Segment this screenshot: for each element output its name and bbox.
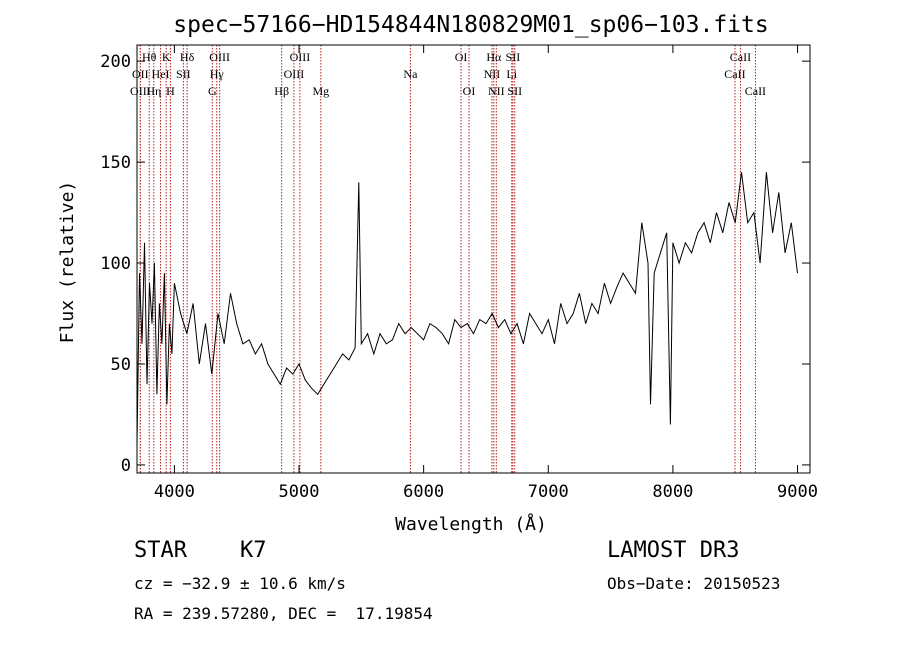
line-marker-label-21: NII (488, 84, 505, 98)
survey-name: LAMOST DR3 (607, 538, 740, 563)
y-axis-ticks: 0 50 100 150 200 (100, 52, 810, 476)
line-marker-label-27: CaII (745, 84, 766, 98)
chart-title: spec−57166−HD154844N180829M01_sp06−103.f… (173, 12, 768, 38)
x-tick-label-0: 4000 (154, 482, 195, 502)
x-axis-label: Wavelength (Å) (395, 513, 547, 535)
object-class: STAR (134, 538, 187, 563)
spectral-subclass: K7 (240, 538, 267, 563)
x-axis-ticks: 4000 5000 6000 7000 8000 9000 (154, 45, 818, 502)
line-marker-label-3: Hη (146, 84, 161, 98)
x-tick-label-5: 9000 (777, 482, 818, 502)
line-marker-label-4: HeI (152, 67, 170, 81)
y-tick-label-2: 100 (100, 254, 131, 274)
plot-frame (136, 44, 811, 474)
line-marker-label-26: CaII (730, 50, 751, 64)
observation-date: Obs−Date: 20150523 (607, 574, 781, 593)
line-marker-label-25: CaII (724, 67, 745, 81)
x-tick-label-1: 5000 (279, 482, 320, 502)
line-marker-label-7: SII (176, 67, 191, 81)
line-marker-label-0: OII (132, 67, 149, 81)
line-marker-label-22: Li (506, 67, 517, 81)
spectrum-series-line (136, 172, 798, 445)
line-marker-label-16: Na (403, 67, 418, 81)
redshift-velocity: cz = −32.9 ± 10.6 km/s (134, 574, 346, 593)
line-marker-label-11: OIII (209, 50, 230, 64)
line-marker-label-20: Hα (486, 50, 502, 64)
y-tick-label-3: 150 (100, 153, 131, 173)
line-marker-label-10: Hγ (210, 67, 225, 81)
line-marker-label-12: Hβ (274, 84, 289, 98)
x-tick-label-3: 7000 (528, 482, 569, 502)
line-marker-label-8: Hδ (180, 50, 195, 64)
y-tick-label-4: 200 (100, 52, 131, 72)
x-tick-label-2: 6000 (403, 482, 444, 502)
line-marker-label-2: Hθ (142, 50, 157, 64)
line-marker-label-15: Mg (312, 84, 329, 98)
line-marker-label-6: H (166, 84, 175, 98)
line-marker-label-9: G (208, 84, 217, 98)
line-marker-label-14: OIII (290, 50, 311, 64)
line-marker-label-19: NII (484, 67, 501, 81)
line-marker-label-23: SII (506, 50, 521, 64)
line-marker-label-18: OI (463, 84, 476, 98)
y-tick-label-0: 0 (121, 456, 131, 476)
line-marker-label-24: SII (507, 84, 522, 98)
x-tick-label-4: 8000 (652, 482, 693, 502)
line-marker-label-17: OI (455, 50, 468, 64)
line-marker-label-1: OIII (130, 84, 151, 98)
line-marker-label-13: OIII (284, 67, 305, 81)
spectral-line-markers (139, 45, 756, 473)
y-axis-label: Flux (relative) (57, 181, 78, 344)
line-marker-label-5: K (162, 50, 171, 64)
coordinates: RA = 239.57280, DEC = 17.19854 (134, 604, 433, 623)
spectral-line-labels: OIIOIIIHθHηHeIKHSIIHδGHγOIIIHβOIIIOIIIMg… (130, 50, 766, 98)
y-tick-label-1: 50 (111, 355, 131, 375)
